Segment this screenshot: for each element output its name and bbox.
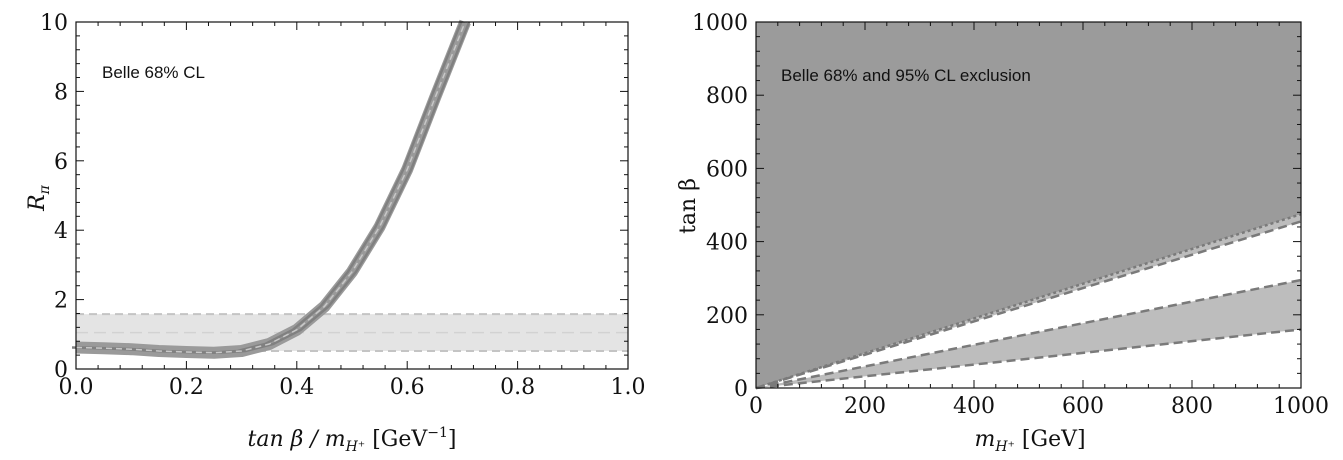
right-x-axis-title: mH⁺ [GeV] — [974, 427, 1085, 455]
left-y-axis-title: Rπ — [25, 184, 53, 212]
left-plot-background — [76, 22, 628, 369]
left-chart: 0.0 0.2 0.4 0.6 0.8 1.0 0 2 4 6 8 10 Belle 68% CL t… — [25, 11, 646, 455]
left-ratio-band — [76, 313, 628, 352]
left-y-tick-label: 6 — [54, 150, 68, 175]
left-x-tick-label: 0.6 — [390, 375, 425, 400]
boundary-line — [755, 220, 1302, 390]
right-y-tick-label: 200 — [706, 304, 748, 329]
right-y-tick-label: 800 — [706, 84, 748, 109]
left-y-tick-label: 10 — [40, 11, 68, 36]
boundary-line — [755, 278, 1302, 390]
right-plot-frame — [755, 21, 1302, 389]
left-x-tick-label: 1.0 — [611, 375, 646, 400]
right-chart: 0 200 400 600 800 1000 0 200 400 600 800 1000 Belle… — [676, 11, 1329, 455]
left-x-tick-label: 0.8 — [500, 375, 535, 400]
left-x-axis-title: tan β / mH⁺ [GeV−1] — [247, 425, 456, 455]
left-annotation: Belle 68% CL — [102, 63, 205, 82]
right-ticks: 0 200 400 600 800 1000 0 200 400 600 800 1000 — [692, 11, 1329, 419]
right-y-axis-title: tan β — [676, 178, 701, 234]
right-x-tick-label: 600 — [1062, 394, 1104, 419]
region-excluded-68 — [756, 214, 1301, 388]
region-excluded-68 — [756, 280, 1301, 388]
right-boundary-lines — [755, 212, 1302, 390]
left-x-tick-label: 0.4 — [279, 375, 314, 400]
boundary-line — [755, 328, 1302, 390]
left-curve-group — [71, 19, 471, 359]
right-x-tick-label: 1000 — [1273, 394, 1329, 419]
left-y-tick-label: 0 — [54, 358, 68, 383]
right-exclusion-regions — [756, 22, 1301, 388]
left-y-tick-label: 4 — [54, 219, 68, 244]
left-ticks: 0.0 0.2 0.4 0.6 0.8 1.0 0 2 4 6 8 10 — [40, 11, 646, 400]
right-y-tick-label: 400 — [706, 231, 748, 256]
left-x-tick-label: 0.0 — [59, 375, 94, 400]
right-x-tick-label: 400 — [953, 394, 995, 419]
left-y-tick-label: 8 — [54, 80, 68, 105]
right-x-tick-label: 800 — [1171, 394, 1213, 419]
right-y-tick-label: 1000 — [692, 11, 748, 36]
right-y-tick-label: 600 — [706, 157, 748, 182]
left-x-tick-label: 0.2 — [169, 375, 204, 400]
right-x-tick-label: 200 — [844, 394, 886, 419]
right-annotation: Belle 68% and 95% CL exclusion — [781, 66, 1031, 85]
right-y-tick-label: 0 — [734, 377, 748, 402]
boundary-line — [755, 212, 1302, 390]
region-excluded-95 — [756, 22, 1301, 388]
curve-central — [75, 21, 466, 354]
right-x-tick-label: 0 — [749, 394, 763, 419]
left-plot-frame — [75, 21, 629, 370]
left-y-tick-label: 2 — [54, 289, 68, 314]
